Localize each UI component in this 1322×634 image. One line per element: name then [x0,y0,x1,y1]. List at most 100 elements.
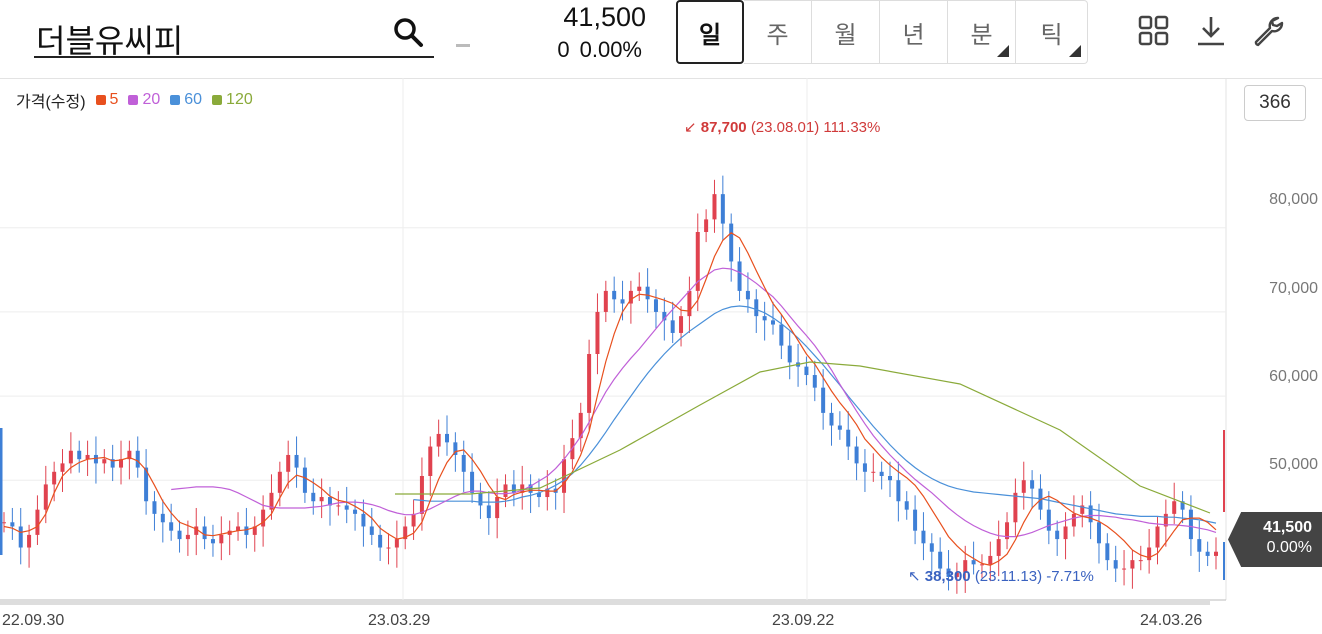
candle-body [511,484,516,493]
grid-layout-icon[interactable] [1137,14,1171,48]
x-tick-4: 24.03.26 [1140,612,1203,629]
candle-body [135,450,140,468]
legend-ma5[interactable]: 5 [95,91,118,109]
download-icon[interactable] [1194,14,1228,48]
candle-body [988,555,993,565]
candle-body [261,509,266,527]
line-ma5 [3,232,1217,566]
high-annotation: ↙ 87,700 (23.08.01) 111.33% [684,118,880,136]
candle-body [536,492,541,498]
candle-body [486,505,491,519]
candle-body [745,290,750,300]
legend-title: 가격(수정) [16,94,86,111]
candle-body [1188,509,1193,540]
legend-ma5-swatch [95,95,106,105]
candle-body [1205,551,1210,556]
change-percent: 0.00% [579,37,642,62]
tab-minute-label: 분 [970,21,993,49]
candle-body [804,366,809,376]
candle-body [770,320,775,325]
candle-body [637,286,642,291]
legend-ma120-label: 120 [226,91,253,108]
candle-body [1180,501,1185,510]
candle-body [344,505,349,510]
candle-body [194,526,199,535]
tab-tick-label: 틱 [1040,21,1063,49]
chart-legend: 가격(수정) 5 20 60 120 [16,88,253,112]
candle-body [653,299,658,312]
candle-body [353,509,358,514]
candle-body [403,526,408,540]
candle-body [954,572,959,577]
legend-ma120[interactable]: 120 [212,91,253,109]
candle-body [394,539,399,548]
high-price: 87,700 [700,119,747,136]
legend-ma20[interactable]: 20 [128,91,160,109]
candle-body [127,450,132,460]
tab-day-label: 일 [698,21,722,49]
chart-scrollbar [0,601,1210,605]
tab-tick[interactable]: 틱 [1016,0,1088,64]
high-date: (23.08.01) [750,119,820,136]
candle-body [896,480,901,502]
tab-year[interactable]: 년 [880,0,948,64]
candle-body [812,375,817,388]
legend-ma60[interactable]: 60 [170,91,202,109]
high-arrow-icon: ↙ [684,119,697,136]
candle-body [110,459,115,468]
candle-body [904,501,909,510]
stock-name[interactable]: 더블유씨피 [36,23,184,59]
candle-body [963,560,968,573]
y-tick-50000: 50,000 [1269,456,1318,473]
legend-ma120-swatch [212,95,223,105]
candle-body [27,534,32,548]
high-pct: 111.33% [823,119,881,136]
candle-body [938,551,943,569]
candle-body [85,454,90,460]
x-tick-1: 22.09.30 [2,612,65,629]
candle-body [888,476,893,481]
search-icon[interactable] [392,16,424,48]
candle-body [2,522,6,524]
candle-body [679,316,684,333]
candle-body [169,522,174,531]
candle-body [737,261,742,291]
tab-minute[interactable]: 분 [948,0,1016,64]
legend-ma60-label: 60 [184,91,203,108]
candle-body [336,505,341,507]
candle-body [1122,568,1127,570]
tab-day[interactable]: 일 [676,0,744,64]
candle-body [921,530,926,544]
candle-body [386,547,391,549]
candle-body [18,526,23,548]
candle-body [603,290,608,312]
candle-body [946,568,951,577]
candle-body [578,412,583,439]
candle-body [1197,539,1202,552]
candle-body [378,534,383,548]
candle-body [612,290,617,300]
candle-body [1005,522,1010,540]
candle-body [286,454,291,472]
candle-body [821,387,826,413]
candle-body [979,564,984,566]
x-tick-2: 23.03.29 [368,612,431,629]
candle-body [361,513,366,527]
candle-body [269,492,274,510]
candle-body [1130,560,1135,569]
tab-week[interactable]: 주 [744,0,812,64]
candle-body [695,232,700,291]
price-change: 0 0.00% [547,37,642,63]
tab-month[interactable]: 월 [812,0,880,64]
wrench-icon[interactable] [1252,14,1286,48]
candle-body [1088,505,1093,523]
candle-body [68,450,73,464]
current-price-tag-value: 41,500 [1263,519,1312,536]
candle-count-badge[interactable]: 366 [1244,85,1306,121]
candle-body [144,467,149,502]
candle-body [829,412,834,426]
candle-body [35,509,40,535]
current-price-tag-pct: 0.00% [1266,539,1312,556]
stock-search-box[interactable]: 더블유씨피 [34,10,434,59]
